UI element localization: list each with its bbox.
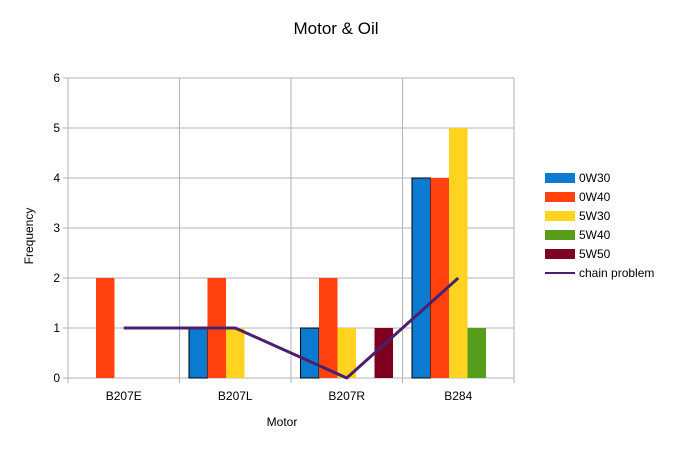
bar	[318, 278, 338, 378]
legend-label: 0W40	[579, 190, 611, 204]
y-tick-label: 3	[53, 221, 60, 235]
bar	[188, 327, 208, 379]
bar	[467, 328, 487, 378]
line-series	[123, 276, 460, 380]
x-axis-ticks: B207E B207L B207R B284	[106, 389, 473, 403]
bar	[448, 128, 468, 378]
legend-label: 5W40	[579, 228, 611, 242]
y-tick-label: 6	[53, 71, 60, 85]
legend-swatch	[545, 249, 575, 259]
chart-title: Motor & Oil	[293, 19, 378, 38]
legend-label: 5W50	[579, 247, 611, 261]
y-axis-title: Frequency	[22, 208, 36, 265]
bar	[225, 328, 245, 378]
bars	[95, 128, 487, 379]
legend-swatch	[545, 211, 575, 221]
bar	[430, 178, 449, 378]
series-line	[123, 276, 460, 380]
y-tick-label: 2	[53, 271, 60, 285]
bar	[374, 328, 394, 378]
x-axis-title: Motor	[267, 415, 298, 429]
y-tick-label: 1	[53, 321, 60, 335]
legend-swatch	[545, 192, 575, 202]
x-tick-label: B207L	[218, 389, 253, 403]
x-tick-label: B207E	[106, 389, 142, 403]
y-tick-label: 0	[53, 371, 60, 385]
bar	[337, 328, 357, 378]
x-tick-label: B284	[444, 389, 472, 403]
y-tick-label: 4	[53, 171, 60, 185]
bar	[411, 177, 431, 379]
legend-label: 5W30	[579, 209, 611, 223]
legend-swatch	[545, 230, 575, 240]
legend-label: chain problem	[579, 266, 654, 280]
legend-label: 0W30	[579, 171, 611, 185]
y-tick-label: 5	[53, 121, 60, 135]
legend-swatch	[545, 173, 575, 183]
y-axis-ticks: 0 1 2 3 4 5 6	[53, 71, 60, 385]
bar	[95, 278, 115, 378]
bar	[299, 327, 320, 379]
x-tick-label: B207R	[328, 389, 365, 403]
legend: 0W30 0W40 5W30 5W40 5W50 chain problem	[545, 171, 654, 280]
